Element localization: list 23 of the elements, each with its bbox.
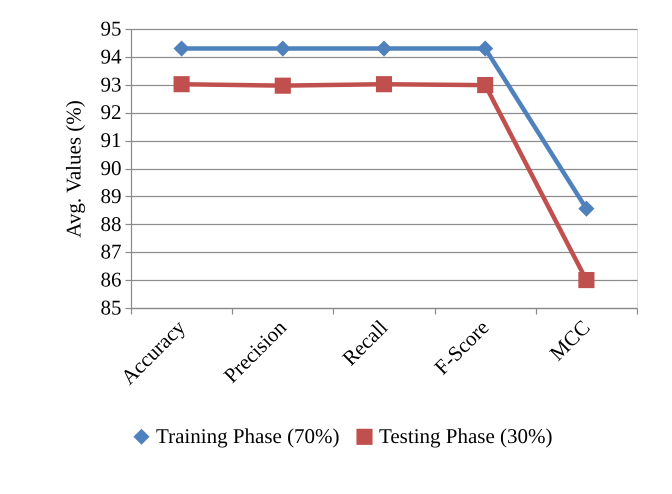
- point: [174, 40, 190, 57]
- point: [578, 272, 594, 288]
- y-tick-label: 94: [100, 44, 122, 68]
- y-tick-label: 86: [100, 268, 122, 292]
- y-tick-label: 92: [100, 100, 122, 124]
- point: [477, 77, 494, 94]
- y-tick-label: 95: [100, 16, 122, 40]
- y-axis-title: Avg. Values (%): [62, 100, 86, 238]
- legend-label: Testing Phase (30%): [379, 424, 553, 448]
- point: [274, 40, 291, 57]
- y-tick-label: 87: [100, 240, 122, 264]
- y-tick-label: 90: [100, 156, 122, 180]
- point: [174, 76, 190, 92]
- point: [578, 200, 594, 217]
- point: [477, 40, 494, 57]
- y-tick-label: 88: [100, 212, 122, 236]
- legend-label: Training Phase (70%): [156, 424, 340, 448]
- y-tick-label: 85: [100, 296, 122, 320]
- y-tick-label: 93: [100, 72, 122, 96]
- point: [274, 78, 291, 94]
- point: [376, 76, 392, 92]
- y-tick-label: 89: [100, 184, 122, 208]
- y-tick-label: 91: [100, 128, 122, 152]
